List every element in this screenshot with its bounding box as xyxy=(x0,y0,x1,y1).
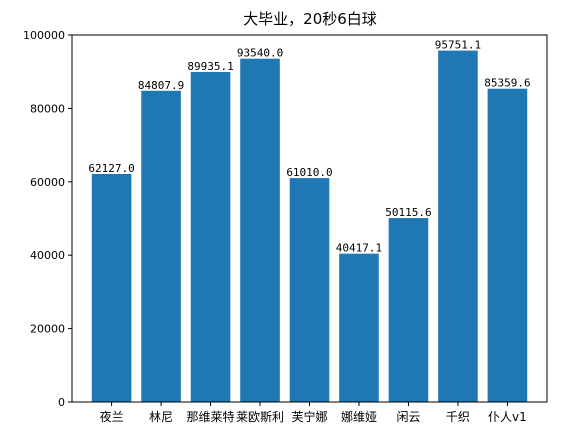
bar-5 xyxy=(289,178,330,402)
bar-data-label: 84807.9 xyxy=(138,79,184,92)
x-axis: 夜兰 林尼 那维莱特 莱欧斯利 芙宁娜 娜维娅 闲云 千织 仆人v1 xyxy=(100,402,527,424)
x-category-label: 林尼 xyxy=(149,410,173,424)
y-tick-label: 60000 xyxy=(30,176,65,189)
bar-2 xyxy=(141,90,181,402)
x-category-label: 莱欧斯利 xyxy=(236,410,284,424)
bar-3 xyxy=(190,71,231,403)
x-category-label: 夜兰 xyxy=(100,409,124,424)
bar-6 xyxy=(339,253,379,402)
bar-data-label: 89935.1 xyxy=(187,60,233,73)
bar-data-label: 61010.0 xyxy=(286,166,332,179)
bar-7 xyxy=(388,218,429,402)
chart-title: 大毕业，20秒6白球 xyxy=(243,10,377,28)
bar-data-label: 50115.6 xyxy=(385,206,431,219)
y-tick-label: 80000 xyxy=(30,102,65,115)
y-tick-label: 100000 xyxy=(23,29,65,42)
bar-8 xyxy=(438,50,478,402)
plot-frame xyxy=(71,34,548,403)
x-category-label: 娜维娅 xyxy=(341,410,377,424)
x-category-label: 闲云 xyxy=(396,410,420,424)
y-tick-label: 40000 xyxy=(30,249,65,262)
bar-9 xyxy=(487,88,528,402)
x-category-label: 千织 xyxy=(446,410,470,424)
x-category-label: 那维莱特 xyxy=(187,409,235,424)
x-category-label: 仆人v1 xyxy=(488,410,527,424)
y-tick-label: 0 xyxy=(58,396,65,409)
bar-data-label: 93540.0 xyxy=(237,47,283,60)
bar-data-label: 62127.0 xyxy=(88,162,134,175)
bar-data-label: 95751.1 xyxy=(435,39,481,52)
x-category-label: 芙宁娜 xyxy=(291,409,327,424)
bars-layer xyxy=(91,50,528,403)
bar-4 xyxy=(240,58,280,403)
bar-data-label: 85359.6 xyxy=(484,77,530,90)
y-tick-label: 20000 xyxy=(30,323,65,336)
y-axis: 0 20000 40000 60000 80000 100000 xyxy=(23,29,72,409)
bar-data-label: 40417.1 xyxy=(336,242,382,255)
bar-1 xyxy=(91,173,132,402)
